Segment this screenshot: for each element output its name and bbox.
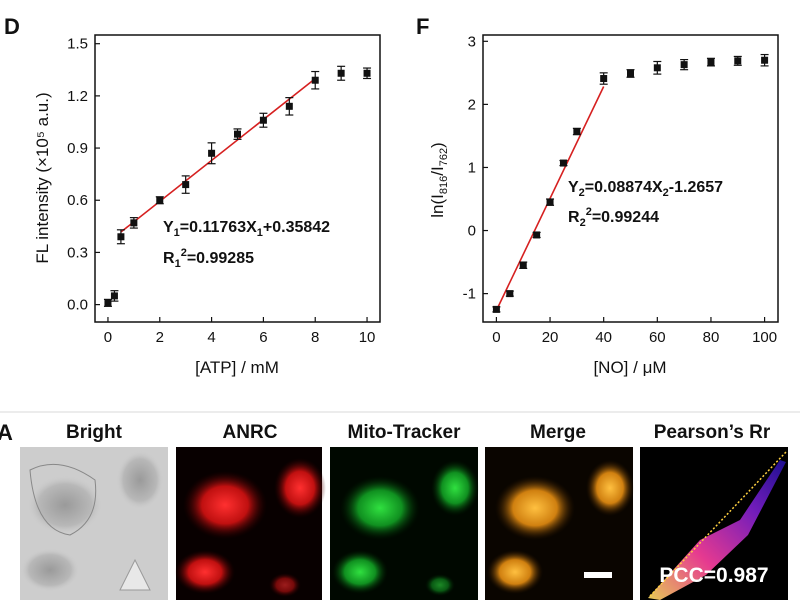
- data-point-f: [492, 305, 501, 313]
- image-title-bright: Bright: [66, 422, 123, 443]
- x-tick-label-d: 6: [259, 329, 267, 346]
- x-axis-label-d: [ATP] / mM: [195, 358, 279, 377]
- axis-ticks-f: 0 20 40 60 80 100 -1 0 1 2 3: [463, 33, 777, 346]
- plot-frame-d: [94, 34, 381, 323]
- image-title-anrc: ANRC: [223, 422, 278, 443]
- image-title-pearson: Pearson’s Rr: [654, 422, 771, 443]
- data-point-f: [706, 57, 715, 67]
- data-point-d: [233, 128, 242, 140]
- y-tick-label-d: 1.2: [67, 88, 88, 105]
- data-point-f: [733, 55, 742, 66]
- x-tick-label-f: 40: [595, 329, 612, 346]
- fit-equation-f: Y2=0.08874X2-1.2657: [568, 179, 723, 199]
- y-tick-label-f: 3: [468, 33, 476, 50]
- fit-equation-d: Y1=0.11763X1+0.35842: [163, 219, 330, 239]
- axis-ticks-d: 0 2 4 6 8 10 0.0 0.3 0.6 0.9 1.2 1.5: [67, 36, 375, 346]
- x-tick-label-f: 0: [492, 329, 500, 346]
- data-points-d: [103, 65, 372, 307]
- data-point-f: [505, 290, 514, 298]
- x-tick-label-d: 2: [156, 329, 164, 346]
- y-tick-label-d: 0.6: [67, 192, 88, 209]
- data-point-f: [680, 58, 689, 71]
- x-tick-label-f: 100: [752, 329, 777, 346]
- plot-frame-f: [482, 34, 779, 323]
- image-row: A Bright ANRC Mito-Tracker Merge Pearson…: [0, 420, 788, 600]
- x-axis-label-f: [NO] / μM: [593, 358, 666, 377]
- data-point-f: [559, 159, 568, 167]
- pearson-colocalization-plot: PCC=0.987: [640, 447, 788, 600]
- data-point-f: [572, 127, 581, 136]
- data-point-f: [760, 53, 769, 67]
- merge-fluorescence-image: [485, 447, 634, 600]
- chart-panel-f: F 0 20 40 60 80 100 -1 0 1 2 3 [NO] / μM ln(I816/I…: [416, 14, 779, 377]
- y-tick-label-d: 0.0: [67, 297, 88, 314]
- x-tick-label-d: 4: [207, 329, 215, 346]
- y-tick-label-d: 0.3: [67, 244, 88, 261]
- y-tick-label-d: 1.5: [67, 36, 88, 53]
- x-tick-label-d: 10: [359, 329, 376, 346]
- y-tick-label-f: -1: [463, 286, 476, 303]
- data-point-f: [599, 72, 608, 85]
- y-tick-label-d: 0.9: [67, 140, 88, 157]
- data-point-f: [519, 261, 528, 269]
- y-axis-label-f: ln(I816/I762): [428, 142, 450, 217]
- scale-bar: [584, 572, 612, 578]
- data-point-d: [207, 142, 216, 165]
- data-point-f: [626, 69, 635, 78]
- r-squared-d: R12=0.99285: [163, 247, 254, 270]
- data-point-d: [155, 196, 164, 205]
- x-tick-label-d: 8: [311, 329, 319, 346]
- data-point-d: [129, 217, 138, 229]
- fit-line-d: [120, 77, 316, 233]
- x-tick-label-f: 20: [542, 329, 559, 346]
- bright-field-image: [20, 447, 168, 600]
- panel-letter-a: A: [0, 420, 13, 445]
- y-tick-label-f: 0: [468, 223, 476, 240]
- y-axis-label-d: FL intensity (×10⁵ a.u.): [33, 92, 52, 263]
- data-point-f: [532, 231, 541, 239]
- panel-letter-d: D: [4, 14, 20, 39]
- pcc-value: PCC=0.987: [659, 564, 768, 587]
- image-title-merge: Merge: [530, 422, 586, 443]
- data-point-d: [363, 67, 372, 80]
- panel-letter-f: F: [416, 14, 429, 39]
- x-tick-label-f: 60: [649, 329, 666, 346]
- data-point-d: [103, 298, 112, 307]
- data-point-d: [110, 290, 119, 302]
- data-point-f: [546, 198, 555, 206]
- data-point-d: [311, 70, 320, 90]
- x-tick-label-d: 0: [104, 329, 112, 346]
- r-squared-f: R22=0.99244: [568, 206, 659, 229]
- data-point-d: [337, 65, 346, 81]
- image-title-mito-tracker: Mito-Tracker: [348, 422, 462, 443]
- y-tick-label-f: 2: [468, 96, 476, 113]
- data-point-f: [653, 60, 662, 75]
- x-tick-label-f: 80: [703, 329, 720, 346]
- data-points-f: [492, 53, 769, 313]
- y-tick-label-f: 1: [468, 159, 476, 176]
- data-point-d: [285, 97, 294, 116]
- chart-panel-d: D 0 2 4 6 8 10 0.0 0.3 0.6 0.9 1.2 1.5 [ATP] / mM F…: [4, 14, 381, 377]
- data-point-d: [259, 112, 268, 128]
- mito-tracker-fluorescence-image: [330, 447, 479, 600]
- anrc-fluorescence-image: [175, 447, 326, 600]
- data-point-d: [116, 229, 125, 245]
- data-point-d: [181, 175, 190, 194]
